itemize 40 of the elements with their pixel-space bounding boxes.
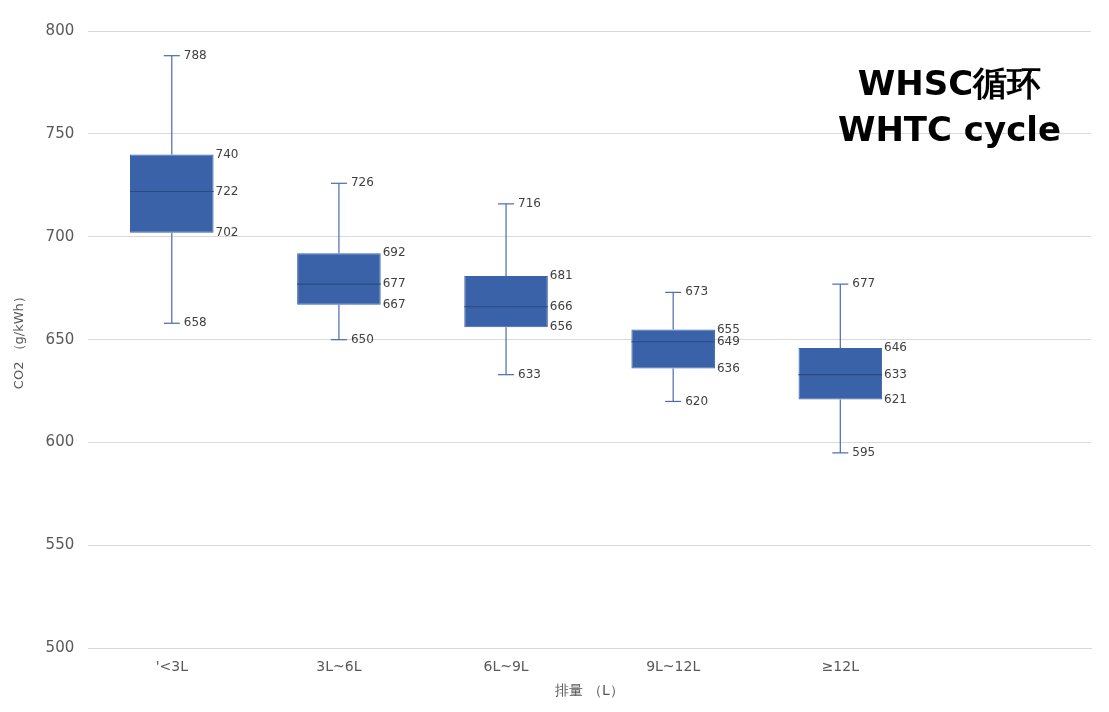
y-tick-label: 750 xyxy=(45,123,75,142)
annotation: 655 xyxy=(716,321,740,336)
annotation: 633 xyxy=(518,366,541,381)
text: WHSC循环 WHTC cycle xyxy=(837,62,1061,151)
x-tick-label: 9L~12L xyxy=(646,658,701,675)
x-tick-label: '<3L xyxy=(155,658,189,675)
annotation: 620 xyxy=(685,393,709,408)
annotation: 673 xyxy=(685,284,709,299)
x-tick-label: 3L~6L xyxy=(316,658,362,675)
annotation: 677 xyxy=(852,276,876,291)
annotation: 650 xyxy=(350,331,374,346)
annotation: 722 xyxy=(215,183,239,198)
y-tick-label: 800 xyxy=(45,20,75,39)
annotation: 667 xyxy=(382,296,406,311)
annotation: 646 xyxy=(884,340,907,355)
annotation: 666 xyxy=(549,298,573,313)
annotation: 716 xyxy=(518,196,541,210)
x-tick-label: 6L~9L xyxy=(483,658,529,675)
annotation: 788 xyxy=(183,47,207,62)
y-tick-label: 650 xyxy=(45,329,75,348)
annotation: 702 xyxy=(215,224,239,239)
annotation: 621 xyxy=(884,391,907,406)
annotation: 740 xyxy=(215,146,239,161)
annotation: 677 xyxy=(382,276,406,291)
annotation: 649 xyxy=(716,333,740,348)
annotation: 658 xyxy=(183,315,207,330)
y-tick-label: 550 xyxy=(45,535,75,554)
annotation: 636 xyxy=(716,360,740,375)
y-tick-label: 600 xyxy=(45,432,75,451)
annotation: 681 xyxy=(549,268,573,283)
y-tick-label: 700 xyxy=(45,226,75,245)
x-axis-title: 排量 （L） xyxy=(555,682,624,699)
annotation: 692 xyxy=(382,245,406,260)
y-axis-title: CO2 （g/kWh） xyxy=(11,290,27,390)
annotation: 595 xyxy=(852,445,876,460)
annotation: 656 xyxy=(549,319,573,334)
annotation: 633 xyxy=(884,366,907,381)
x-tick-label: ≥12L xyxy=(821,658,860,675)
y-tick-label: 500 xyxy=(45,638,75,657)
annotation: 726 xyxy=(350,175,374,190)
